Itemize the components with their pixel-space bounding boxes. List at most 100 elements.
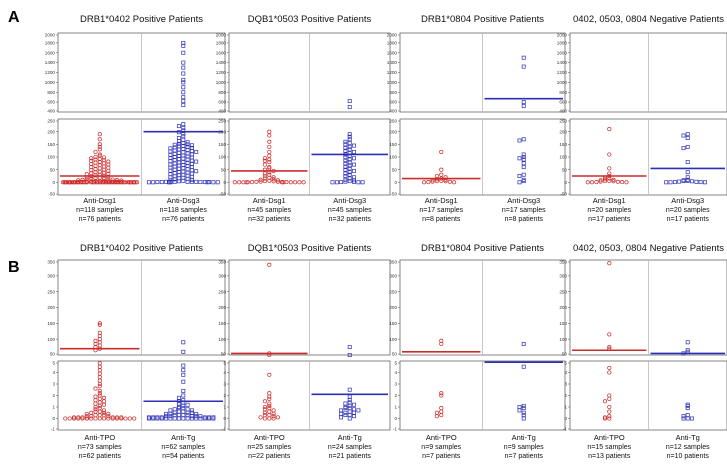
data-point bbox=[267, 403, 272, 408]
series-label: Anti-Tg bbox=[171, 433, 195, 442]
sample-count: n=9 samples bbox=[421, 444, 461, 451]
tick-label: 150 bbox=[47, 142, 55, 147]
tick-label: -1 bbox=[51, 427, 56, 432]
data-point bbox=[607, 365, 612, 370]
data-point bbox=[110, 179, 115, 184]
data-point bbox=[624, 180, 629, 185]
data-point bbox=[97, 169, 102, 174]
data-point bbox=[443, 179, 448, 184]
data-point bbox=[131, 180, 137, 185]
tick-label: 150 bbox=[218, 321, 226, 326]
data-point bbox=[267, 153, 272, 158]
tick-label: 0 bbox=[223, 180, 226, 185]
series-label: Anti-Dsg1 bbox=[593, 196, 626, 205]
tick-label: 1400 bbox=[387, 60, 398, 65]
tick-label: 1 bbox=[223, 405, 226, 410]
data-point bbox=[267, 157, 272, 162]
data-point bbox=[117, 180, 122, 185]
data-point bbox=[439, 167, 444, 172]
data-point bbox=[262, 173, 267, 179]
tick-label: 1800 bbox=[387, 40, 398, 45]
data-point bbox=[101, 416, 107, 421]
data-point bbox=[347, 345, 352, 350]
data-point bbox=[167, 180, 171, 185]
plot-group: 350 300 250 200 150 100 50 5 4 3 2 1 0 -1 bbox=[559, 259, 727, 432]
data-point bbox=[189, 177, 194, 182]
data-point bbox=[347, 134, 352, 139]
tick-label: -1 bbox=[393, 427, 398, 432]
data-point bbox=[685, 136, 690, 140]
tick-label: 3 bbox=[52, 382, 55, 387]
data-point bbox=[146, 180, 151, 185]
tick-label: 1 bbox=[52, 405, 55, 410]
tick-label: 100 bbox=[218, 155, 226, 160]
data-point bbox=[262, 179, 267, 184]
data-point bbox=[74, 180, 79, 185]
data-point bbox=[181, 60, 186, 65]
data-point bbox=[452, 180, 457, 185]
data-point bbox=[159, 416, 164, 421]
sample-count: n=17 samples bbox=[419, 207, 463, 214]
data-point bbox=[181, 388, 186, 393]
data-point bbox=[181, 340, 186, 345]
data-point bbox=[101, 155, 107, 160]
tick-label: 250 bbox=[218, 119, 226, 124]
data-point bbox=[207, 416, 212, 421]
data-point bbox=[347, 137, 352, 142]
tick-label: 3 bbox=[564, 382, 567, 387]
data-point bbox=[271, 179, 276, 184]
data-point bbox=[267, 262, 272, 267]
group-title: DRB1*0402 Positive Patients bbox=[80, 14, 203, 25]
data-point bbox=[521, 161, 526, 166]
data-point bbox=[172, 158, 177, 162]
data-point bbox=[275, 415, 280, 420]
tick-label: 1800 bbox=[216, 40, 227, 45]
data-point bbox=[585, 180, 590, 185]
data-point bbox=[267, 149, 272, 154]
tick-label: 200 bbox=[47, 129, 55, 134]
tick-label: 250 bbox=[559, 289, 567, 294]
data-point bbox=[97, 388, 102, 393]
data-point bbox=[352, 143, 356, 148]
data-point bbox=[215, 180, 220, 185]
patient-count: n=10 patients bbox=[667, 453, 710, 460]
tick-label: 5 bbox=[223, 361, 226, 366]
group-title: DRB1*0804 Positive Patients bbox=[421, 243, 544, 254]
data-point bbox=[101, 408, 107, 413]
data-point bbox=[101, 410, 107, 415]
data-point bbox=[681, 146, 686, 151]
data-point bbox=[594, 180, 599, 185]
patient-count: n=8 patients bbox=[422, 216, 461, 223]
data-point bbox=[172, 179, 177, 184]
data-point bbox=[97, 144, 102, 149]
tick-label: 0 bbox=[52, 180, 55, 185]
data-point bbox=[114, 178, 120, 183]
data-point bbox=[330, 180, 335, 185]
data-point bbox=[106, 179, 111, 184]
data-point bbox=[176, 416, 181, 421]
data-point bbox=[121, 180, 127, 185]
data-point bbox=[685, 144, 690, 149]
tick-label: 2 bbox=[223, 393, 226, 398]
data-point bbox=[211, 180, 216, 185]
data-point bbox=[111, 180, 116, 185]
data-point bbox=[339, 180, 344, 185]
data-point bbox=[100, 180, 106, 185]
data-point bbox=[607, 127, 612, 132]
data-point bbox=[164, 411, 169, 416]
data-point bbox=[611, 179, 616, 184]
tick-label: 300 bbox=[47, 273, 55, 278]
data-point bbox=[89, 168, 94, 173]
tick-label: 250 bbox=[47, 289, 55, 294]
data-point bbox=[123, 416, 128, 421]
data-point bbox=[664, 180, 669, 185]
tick-label: 250 bbox=[218, 289, 226, 294]
data-point bbox=[60, 180, 66, 185]
panel-letter: A bbox=[8, 9, 20, 26]
data-point bbox=[258, 179, 263, 184]
data-point bbox=[176, 179, 181, 184]
data-point bbox=[681, 179, 686, 184]
data-point bbox=[189, 179, 194, 184]
tick-label: 800 bbox=[218, 90, 226, 95]
data-point bbox=[343, 158, 348, 163]
